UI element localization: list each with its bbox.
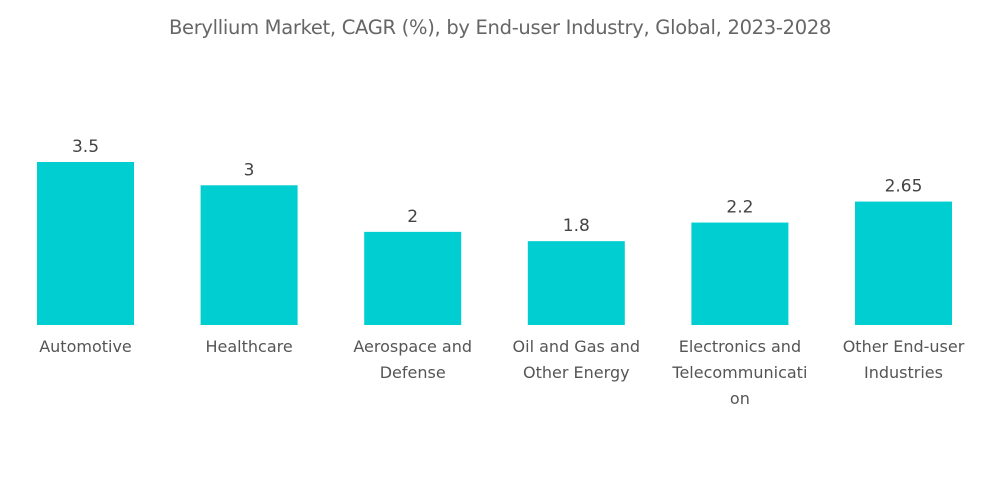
- x-tick-label: Healthcare: [205, 337, 292, 356]
- x-tick-label: Electronics and Telecommunicati on: [671, 337, 807, 408]
- chart-title: Beryllium Market, CAGR (%), by End-user …: [168, 16, 832, 39]
- x-tick-label: Automotive: [39, 337, 132, 356]
- bar: [37, 162, 134, 325]
- data-label: 3: [244, 160, 255, 180]
- x-tick-label: Oil and Gas and Other Energy: [513, 337, 640, 382]
- x-tick-label: Other End-user Industries: [843, 337, 965, 382]
- data-label: 2.65: [885, 177, 923, 197]
- bar: [364, 231, 462, 325]
- x-tick-label: Aerospace and Defense: [353, 337, 472, 382]
- data-label: 2.2: [726, 198, 753, 218]
- bar: [200, 185, 298, 325]
- data-label: 1.8: [563, 216, 590, 236]
- data-label: 2: [407, 207, 418, 227]
- bar: [691, 222, 789, 325]
- bar: [527, 241, 625, 325]
- bar: [855, 201, 952, 325]
- data-label: 3.5: [72, 137, 99, 157]
